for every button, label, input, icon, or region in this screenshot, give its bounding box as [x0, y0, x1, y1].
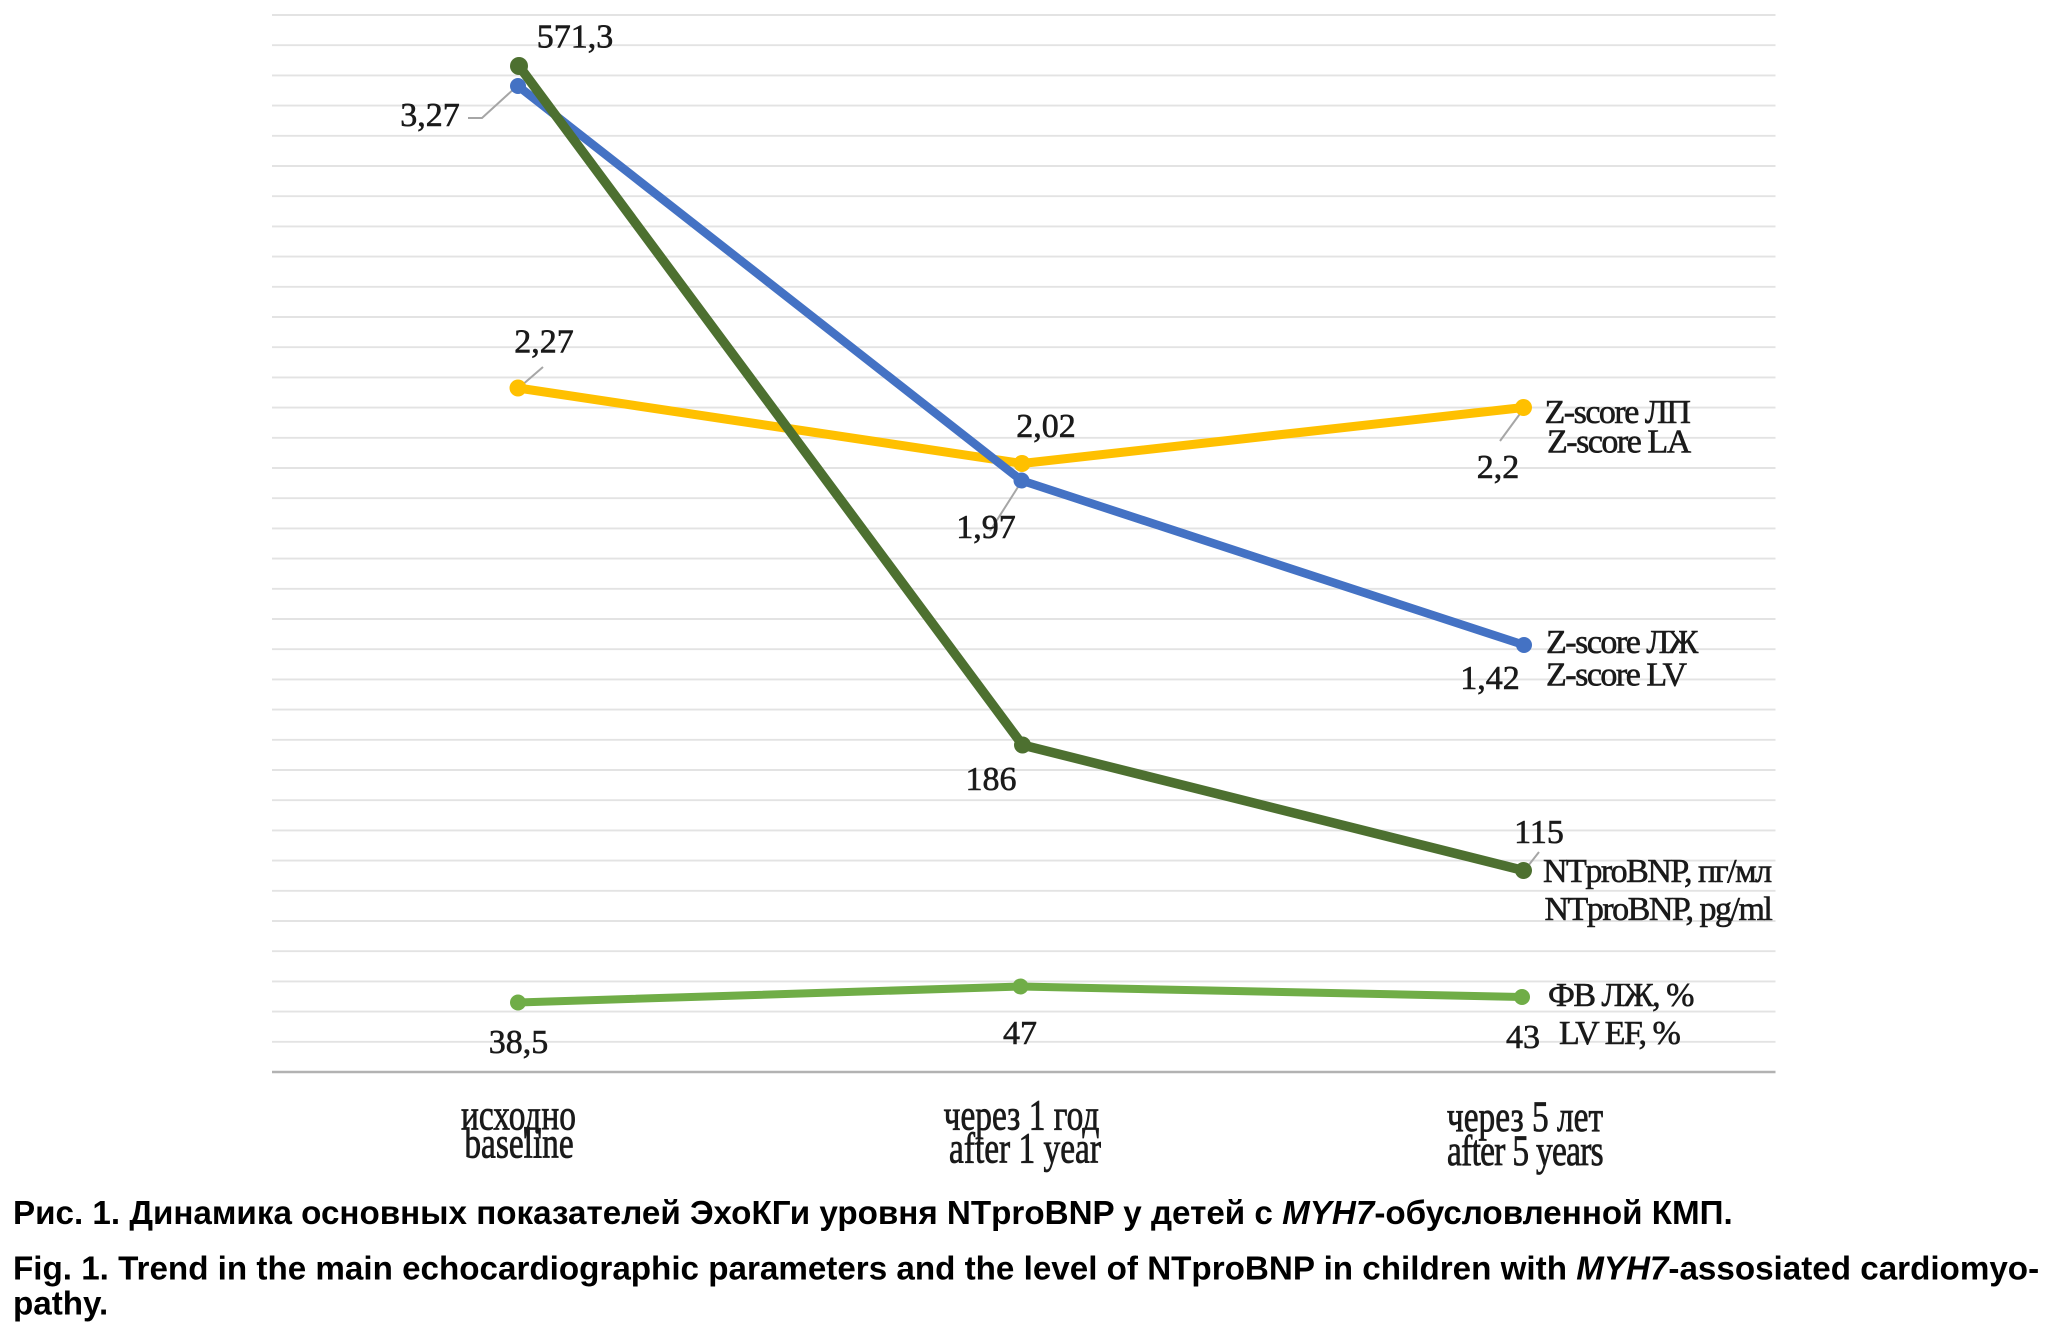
svg-text:47: 47 [1003, 1015, 1037, 1052]
svg-text:2,02: 2,02 [1016, 408, 1076, 445]
svg-text:2,27: 2,27 [514, 324, 574, 361]
svg-text:Рис. 1. Динамика основных пока: Рис. 1. Динамика основных показателей Эх… [13, 1195, 1733, 1232]
svg-text:NTproBNP, pg/ml: NTproBNP, pg/ml [1545, 891, 1773, 928]
svg-text:baseline: baseline [464, 1119, 573, 1167]
svg-text:1,97: 1,97 [956, 509, 1016, 546]
svg-text:43: 43 [1506, 1019, 1540, 1056]
svg-text:Z-score LA: Z-score LA [1547, 424, 1692, 461]
svg-text:NTproBNP, пг/мл: NTproBNP, пг/мл [1543, 853, 1772, 890]
svg-text:1,42: 1,42 [1460, 660, 1520, 697]
svg-text:186: 186 [966, 761, 1017, 798]
svg-text:38,5: 38,5 [489, 1024, 549, 1061]
svg-text:через 1 год: через 1 год [944, 1091, 1100, 1139]
svg-text:after 5 years: after 5 years [1447, 1127, 1603, 1175]
svg-text:исходно: исходно [461, 1091, 576, 1139]
svg-text:Z-score ЛП: Z-score ЛП [1545, 394, 1691, 431]
svg-text:571,3: 571,3 [537, 19, 614, 56]
svg-text:115: 115 [1514, 814, 1564, 851]
svg-text:Z-score ЛЖ: Z-score ЛЖ [1546, 624, 1699, 661]
svg-text:LV EF, %: LV EF, % [1559, 1015, 1681, 1052]
svg-text:через 5 лет: через 5 лет [1447, 1093, 1603, 1141]
svg-text:ФВ ЛЖ, %: ФВ ЛЖ, % [1548, 977, 1694, 1014]
svg-text:Z-score LV: Z-score LV [1546, 657, 1687, 694]
svg-text:after 1 year: after 1 year [949, 1124, 1101, 1172]
svg-text:3,27: 3,27 [400, 97, 460, 134]
svg-text:Fig. 1. Trend in the main echo: Fig. 1. Trend in the main echocardiograp… [13, 1251, 2039, 1288]
svg-text:pathy.: pathy. [13, 1286, 108, 1323]
svg-text:2,2: 2,2 [1477, 449, 1520, 486]
